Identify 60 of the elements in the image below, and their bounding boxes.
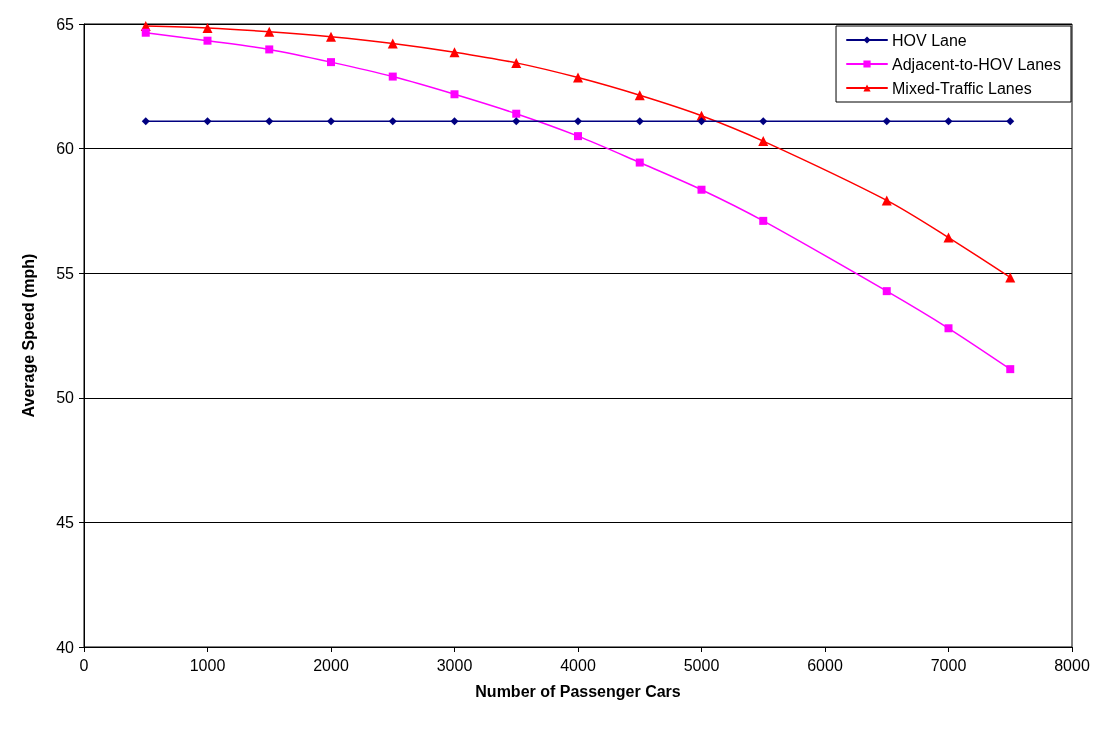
point [634,90,645,101]
legend-label: HOV Lane [892,31,967,49]
point [141,28,150,37]
point [697,117,706,126]
point [388,72,397,81]
x-tick-label: 6000 [807,656,843,674]
point [697,185,706,194]
y-tick-label: 65 [56,15,75,33]
point [326,31,336,42]
y-tick-label: 55 [56,264,75,282]
x-tick-label: 1000 [189,656,226,674]
point [511,57,522,68]
point [449,47,460,58]
point [327,58,335,67]
point [1006,365,1015,374]
point [881,195,892,206]
point [759,117,768,126]
point [758,136,769,147]
point [450,117,459,126]
point [943,232,954,243]
point [388,117,397,126]
point [512,109,521,118]
point [635,117,644,126]
y-tick-label: 45 [56,513,75,531]
point [574,117,582,126]
point [203,117,212,126]
point [265,117,274,126]
y-axis-title: Average Speed (mph) [19,253,37,418]
y-tick-label: 60 [56,140,75,158]
point [265,45,274,54]
point [574,132,582,141]
legend-label: Adjacent-to-HOV Lanes [892,55,1062,73]
point [882,117,891,126]
x-tick-label: 3000 [436,656,473,674]
x-tick-label: 0 [79,656,89,674]
x-axis-title: Number of Passenger Cars [475,682,681,700]
y-tick-label: 40 [56,638,75,656]
x-tick-label: 8000 [1054,656,1090,674]
x-tick-label: 4000 [560,656,596,674]
point [759,216,768,225]
point [141,117,150,126]
point [944,324,953,333]
legend-label: Mixed-Traffic Lanes [892,79,1032,97]
point [203,36,212,45]
point [1005,272,1016,283]
point [512,117,521,126]
x-tick-label: 5000 [683,656,720,674]
x-tick-label: 7000 [930,656,967,674]
point [264,26,275,37]
point [635,158,644,167]
x-tick-label: 2000 [313,656,349,674]
point [573,72,583,83]
y-tick-label: 50 [56,389,75,407]
point [202,22,213,33]
point [1006,117,1015,126]
point [450,90,459,99]
point [944,117,953,126]
point [882,287,891,296]
point [387,38,398,49]
point [327,117,335,126]
